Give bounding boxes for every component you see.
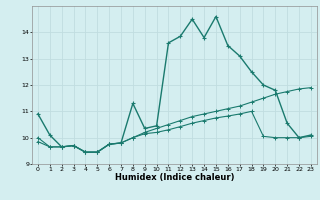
X-axis label: Humidex (Indice chaleur): Humidex (Indice chaleur) [115,173,234,182]
